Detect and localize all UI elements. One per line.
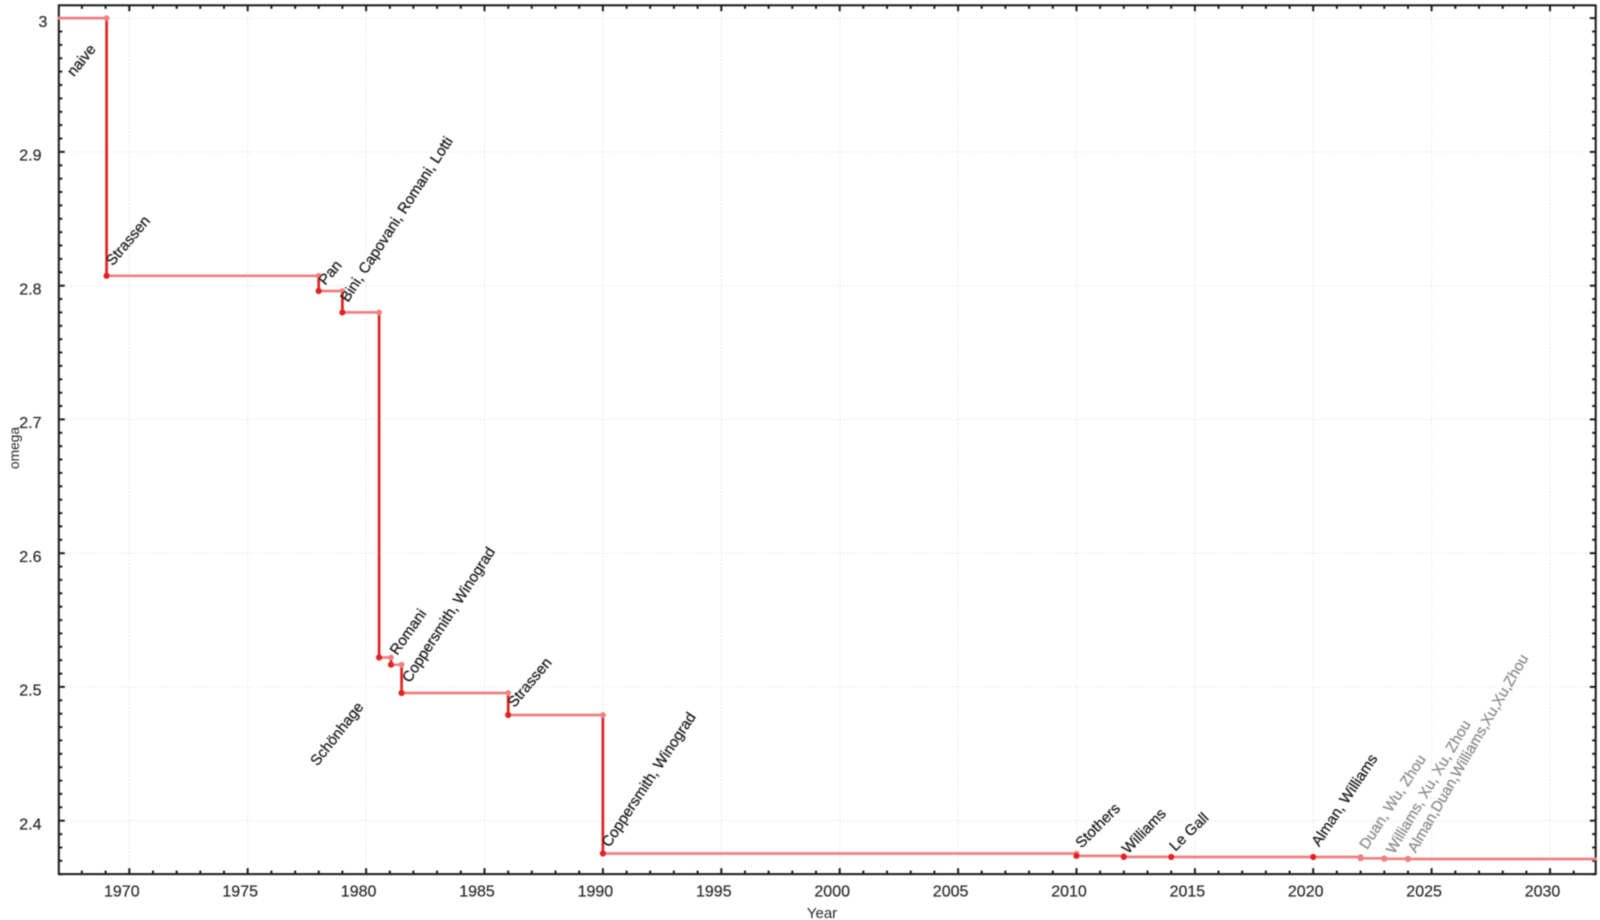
svg-text:1985: 1985	[459, 884, 495, 901]
svg-text:2010: 2010	[1051, 884, 1087, 901]
svg-text:omega: omega	[7, 427, 22, 470]
svg-text:2030: 2030	[1525, 884, 1561, 901]
svg-text:3: 3	[39, 14, 48, 31]
svg-text:2000: 2000	[814, 884, 850, 901]
svg-text:2015: 2015	[1170, 884, 1206, 901]
svg-text:1980: 1980	[341, 884, 377, 901]
svg-text:2.7: 2.7	[19, 415, 41, 432]
svg-text:2.8: 2.8	[19, 281, 41, 298]
svg-text:1975: 1975	[222, 884, 258, 901]
svg-text:2.5: 2.5	[19, 683, 41, 700]
svg-text:2005: 2005	[933, 884, 969, 901]
svg-text:1995: 1995	[696, 884, 732, 901]
svg-text:2.4: 2.4	[19, 816, 41, 833]
svg-text:2025: 2025	[1406, 884, 1442, 901]
svg-text:2.6: 2.6	[19, 549, 41, 566]
svg-text:1990: 1990	[578, 884, 614, 901]
svg-text:Year: Year	[807, 905, 837, 920]
svg-text:2.9: 2.9	[19, 148, 41, 165]
svg-text:1970: 1970	[104, 884, 140, 901]
svg-text:2020: 2020	[1288, 884, 1324, 901]
